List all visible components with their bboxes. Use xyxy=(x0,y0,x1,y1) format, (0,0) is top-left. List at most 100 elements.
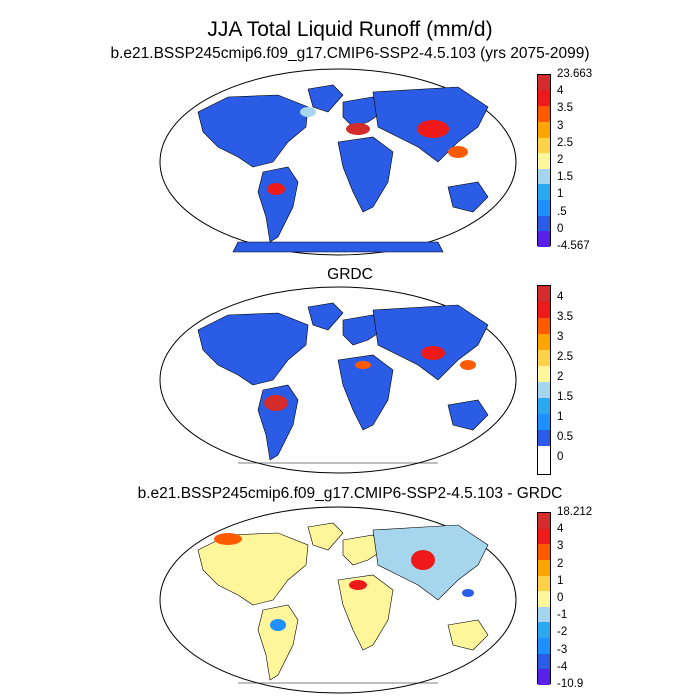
colorbar-label: 3 xyxy=(557,540,564,553)
colorbar-difference xyxy=(537,512,551,685)
colorbar-swatch xyxy=(538,669,550,685)
colorbar-label: 0.5 xyxy=(557,431,573,443)
map-difference xyxy=(159,506,517,694)
colorbar-label: 3 xyxy=(557,331,564,343)
map-panel-model xyxy=(158,67,518,257)
colorbar-label: 2 xyxy=(557,154,564,166)
colorbar-label: 18.212 xyxy=(557,506,593,518)
colorbar-label: -3 xyxy=(557,643,568,656)
colorbar-swatch xyxy=(538,528,550,545)
colorbar-label: -10.9 xyxy=(557,678,584,690)
europe-land xyxy=(342,534,384,566)
colorbar-swatch xyxy=(538,591,550,607)
runoff-hotspot xyxy=(214,533,242,545)
panel-1-subtitle: b.e21.BSSP245cmip6.f09_g17.CMIP6-SSP2-4.… xyxy=(110,45,590,62)
colorbar-swatch xyxy=(538,137,550,154)
runoff-hotspot xyxy=(462,589,474,597)
colorbar-swatch xyxy=(538,334,550,350)
runoff-hotspot xyxy=(411,550,435,570)
colorbar-label: 2.5 xyxy=(557,351,573,363)
colorbar-swatch xyxy=(538,382,550,398)
colorbar-swatch xyxy=(538,200,550,216)
colorbar-swatch xyxy=(538,622,550,638)
runoff-hotspot xyxy=(460,360,476,370)
africa-land xyxy=(337,574,394,651)
colorbar-label: 0 xyxy=(557,592,564,604)
colorbar-swatch xyxy=(538,414,550,430)
europe-land xyxy=(342,314,384,346)
runoff-hotspot xyxy=(270,619,286,631)
panel-2-subtitle: GRDC xyxy=(327,266,373,283)
colorbar-swatch xyxy=(538,575,550,592)
colorbar-swatch xyxy=(538,90,550,107)
colorbar-swatch xyxy=(538,153,550,169)
colorbar-label: 2 xyxy=(557,371,564,383)
runoff-hotspot xyxy=(417,120,449,138)
colorbar-label: 4 xyxy=(557,523,564,536)
panel-3-subtitle: b.e21.BSSP245cmip6.f09_g17.CMIP6-SSP2-4.… xyxy=(137,485,563,502)
colorbar-model xyxy=(537,74,551,247)
runoff-hotspot xyxy=(300,107,316,117)
colorbar-label: 4 xyxy=(557,85,564,98)
colorbar-label: 3.5 xyxy=(557,102,573,115)
map-panel-grdc xyxy=(158,285,518,475)
colorbar-label: 2.5 xyxy=(557,136,573,149)
greenland-land xyxy=(307,302,344,331)
colorbar-swatch xyxy=(538,430,550,446)
runoff-hotspot xyxy=(355,361,371,369)
colorbar-grdc xyxy=(537,285,551,475)
colorbar-label: 1.5 xyxy=(557,171,573,184)
colorbar-label: 1 xyxy=(557,188,564,201)
runoff-hotspot xyxy=(349,580,367,590)
runoff-hotspot xyxy=(421,346,445,360)
colorbar-swatch xyxy=(538,606,550,623)
runoff-hotspot xyxy=(448,146,468,158)
europe-land xyxy=(342,96,384,128)
asia-land xyxy=(372,304,489,381)
colorbar-label: .5 xyxy=(557,205,567,218)
colorbar-swatch xyxy=(538,653,550,670)
colorbar-swatch xyxy=(538,559,550,576)
colorbar-swatch xyxy=(538,544,550,560)
colorbar-swatch xyxy=(538,231,550,247)
colorbar-swatch xyxy=(538,366,550,382)
south-america-land xyxy=(257,166,299,243)
runoff-hotspot xyxy=(267,183,285,195)
colorbar-label: 1.5 xyxy=(557,391,573,403)
runoff-hotspot xyxy=(264,395,288,411)
colorbar-label: 2 xyxy=(557,557,564,570)
colorbar-swatch xyxy=(538,350,550,366)
colorbar-label: -2 xyxy=(557,626,568,639)
australia-land xyxy=(447,619,489,651)
colorbar-label: -1 xyxy=(557,609,568,622)
africa-land xyxy=(337,136,394,213)
greenland-land xyxy=(307,522,344,551)
main-title: JJA Total Liquid Runoff (mm/d) xyxy=(207,18,493,41)
colorbar-swatch xyxy=(538,513,550,529)
colorbar-label: 1 xyxy=(557,411,564,423)
map-grdc xyxy=(159,286,517,474)
south-america-land xyxy=(257,604,299,681)
colorbar-swatch xyxy=(538,168,550,185)
colorbar-swatch xyxy=(538,638,550,654)
australia-land xyxy=(447,181,489,213)
colorbar-label: 1 xyxy=(557,574,564,587)
runoff-hotspot xyxy=(346,123,370,135)
colorbar-swatch xyxy=(538,318,550,334)
colorbar-swatch xyxy=(538,75,550,91)
colorbar-swatch xyxy=(538,286,550,302)
colorbar-label: -4 xyxy=(557,660,568,673)
colorbar-label: 0 xyxy=(557,451,564,463)
colorbar-label: 4 xyxy=(557,291,564,303)
colorbar-label: 0 xyxy=(557,222,564,235)
australia-land xyxy=(447,399,489,431)
north-america-land xyxy=(197,94,309,168)
colorbar-swatch xyxy=(538,184,550,200)
colorbar-swatch xyxy=(538,215,550,232)
colorbar-label: -4.567 xyxy=(557,240,590,252)
colorbar-swatch xyxy=(538,398,550,414)
map-model xyxy=(159,68,517,256)
colorbar-swatch xyxy=(538,121,550,138)
antarctica-land xyxy=(232,241,444,253)
greenland-land xyxy=(307,84,344,113)
